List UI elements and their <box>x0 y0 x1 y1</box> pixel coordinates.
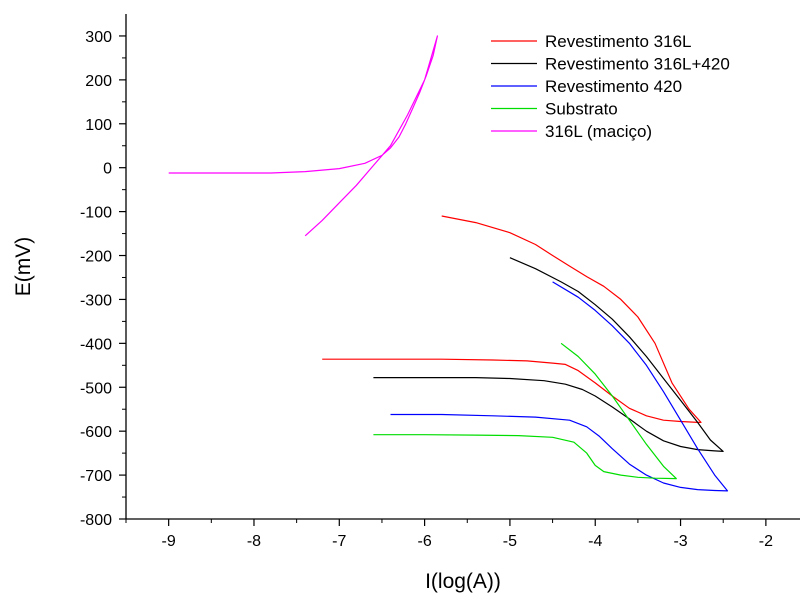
x-tick-label: -2 <box>759 533 773 550</box>
x-axis-title: I(log(A)) <box>425 570 501 593</box>
legend-label: Revestimento 420 <box>545 77 682 96</box>
legend-label: Substrato <box>545 100 618 119</box>
y-tick-label: 300 <box>85 29 112 46</box>
y-tick-label: 100 <box>85 117 112 134</box>
series-line-3 <box>390 281 729 492</box>
x-tick-label: -4 <box>588 533 602 550</box>
y-tick-label: -300 <box>80 292 112 309</box>
y-tick-label: 200 <box>85 73 112 90</box>
x-tick-label: -5 <box>503 533 517 550</box>
x-tick-label: -9 <box>162 533 176 550</box>
legend-label: Revestimento 316L <box>545 32 691 51</box>
series-line-1 <box>322 215 702 423</box>
series-line-4 <box>373 342 677 480</box>
axes: -9 -8 -7 -6 -5 -4 -3 -2 -800 -700 -600 -500 -400 -300… <box>80 14 800 550</box>
y-tick-label: -600 <box>80 424 112 441</box>
y-tick-label: -400 <box>80 336 112 353</box>
y-tick-label: -700 <box>80 468 112 485</box>
y-tick-label: -500 <box>80 380 112 397</box>
series-line-5 <box>168 35 438 237</box>
series-line-2 <box>373 257 724 452</box>
y-tick-label: -800 <box>80 512 112 529</box>
x-tick-label: -8 <box>247 533 261 550</box>
y-axis-title: E(mV) <box>12 237 35 297</box>
x-tick-label: -7 <box>332 533 346 550</box>
y-tick-label: 0 <box>103 161 112 178</box>
x-tick-label: -3 <box>673 533 687 550</box>
legend-label: 316L (maciço) <box>545 122 652 141</box>
y-tick-label: -200 <box>80 249 112 266</box>
y-tick-label: -100 <box>80 205 112 222</box>
legend-label: Revestimento 316L+420 <box>545 55 730 74</box>
x-tick-label: -6 <box>417 533 431 550</box>
legend: Revestimento 316L Revestimento 316L+420 Re… <box>491 32 730 141</box>
data-series <box>168 35 729 492</box>
